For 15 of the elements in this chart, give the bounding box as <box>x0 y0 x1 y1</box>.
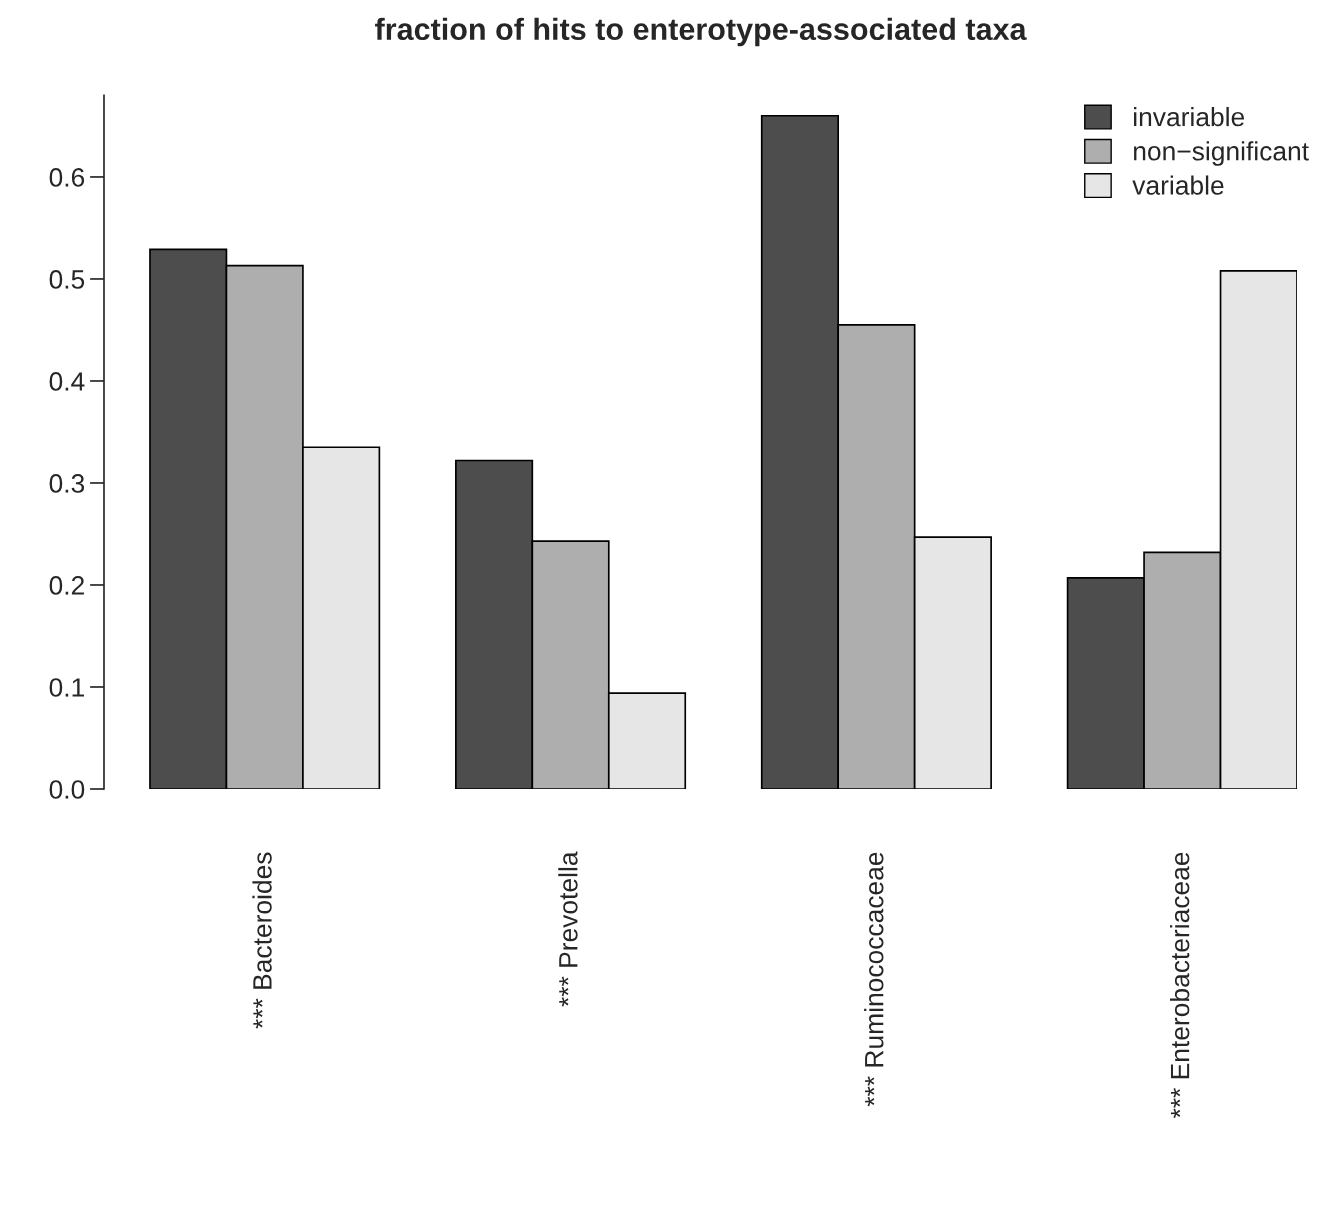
y-tick-label: 0.0 <box>49 780 85 799</box>
x-tick-label: *** Bacteroides <box>252 852 272 1029</box>
y-tick-label: 0.2 <box>49 576 84 595</box>
y-tick-label: 0.1 <box>49 678 84 697</box>
y-tick-label: 0.5 <box>49 270 85 289</box>
x-tick-label: *** Ruminococcaceae <box>864 852 884 1107</box>
x-tick-label: *** Prevotella <box>558 851 578 1007</box>
legend-label: variable <box>1132 175 1224 195</box>
x-tick-label: *** Enterobacteriaceae <box>1170 852 1190 1119</box>
y-tick-label: 0.4 <box>49 372 85 391</box>
y-tick-label: 0.3 <box>49 474 85 493</box>
legend-label: invariable <box>1134 106 1245 127</box>
legend-label: non−significant <box>1134 141 1309 166</box>
chart-title: fraction of hits to enterotype-associated taxa <box>375 17 1027 47</box>
y-tick-label: 0.6 <box>49 168 85 187</box>
